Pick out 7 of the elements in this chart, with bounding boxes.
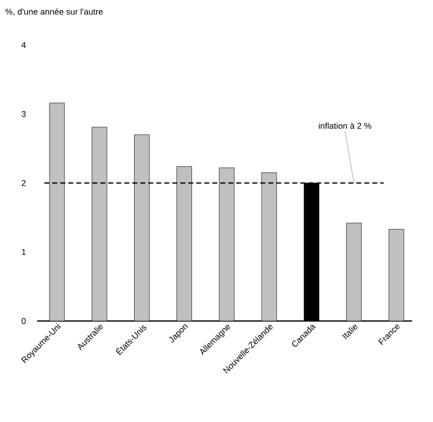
- y-tick-label: 4: [22, 42, 26, 48]
- y-axis-title: %, d'une année sur l'autre: [6, 8, 103, 16]
- y-tick-label: 1: [22, 249, 26, 255]
- y-tick-label: 2: [22, 180, 26, 186]
- ref-line-label: inflation à 2 %: [318, 122, 372, 129]
- y-tick-label: 3: [22, 111, 26, 117]
- y-tick-label: 0: [22, 318, 26, 324]
